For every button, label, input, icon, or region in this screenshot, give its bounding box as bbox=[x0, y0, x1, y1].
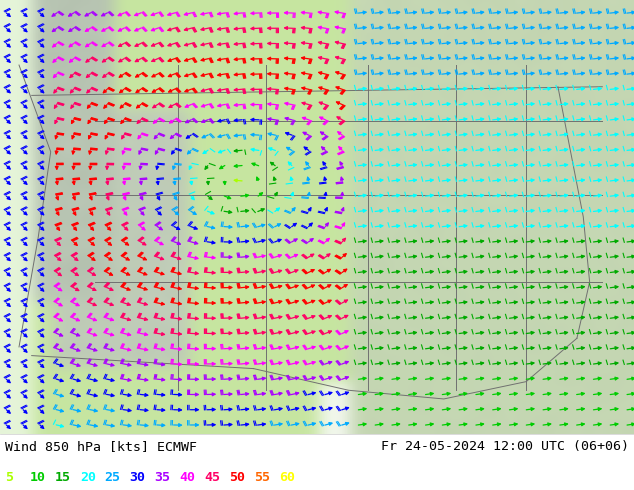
Text: 55: 55 bbox=[254, 471, 270, 484]
Text: 45: 45 bbox=[204, 471, 220, 484]
Text: Wind 850 hPa [kts] ECMWF: Wind 850 hPa [kts] ECMWF bbox=[5, 440, 197, 453]
Text: 30: 30 bbox=[129, 471, 146, 484]
Text: Fr 24-05-2024 12:00 UTC (06+06): Fr 24-05-2024 12:00 UTC (06+06) bbox=[381, 440, 629, 453]
Text: 60: 60 bbox=[279, 471, 295, 484]
Text: 50: 50 bbox=[229, 471, 245, 484]
Text: 20: 20 bbox=[80, 471, 96, 484]
Text: 35: 35 bbox=[155, 471, 171, 484]
Text: 10: 10 bbox=[30, 471, 46, 484]
Text: 15: 15 bbox=[55, 471, 71, 484]
Text: 5: 5 bbox=[5, 471, 13, 484]
Text: 40: 40 bbox=[179, 471, 195, 484]
Text: 25: 25 bbox=[105, 471, 120, 484]
